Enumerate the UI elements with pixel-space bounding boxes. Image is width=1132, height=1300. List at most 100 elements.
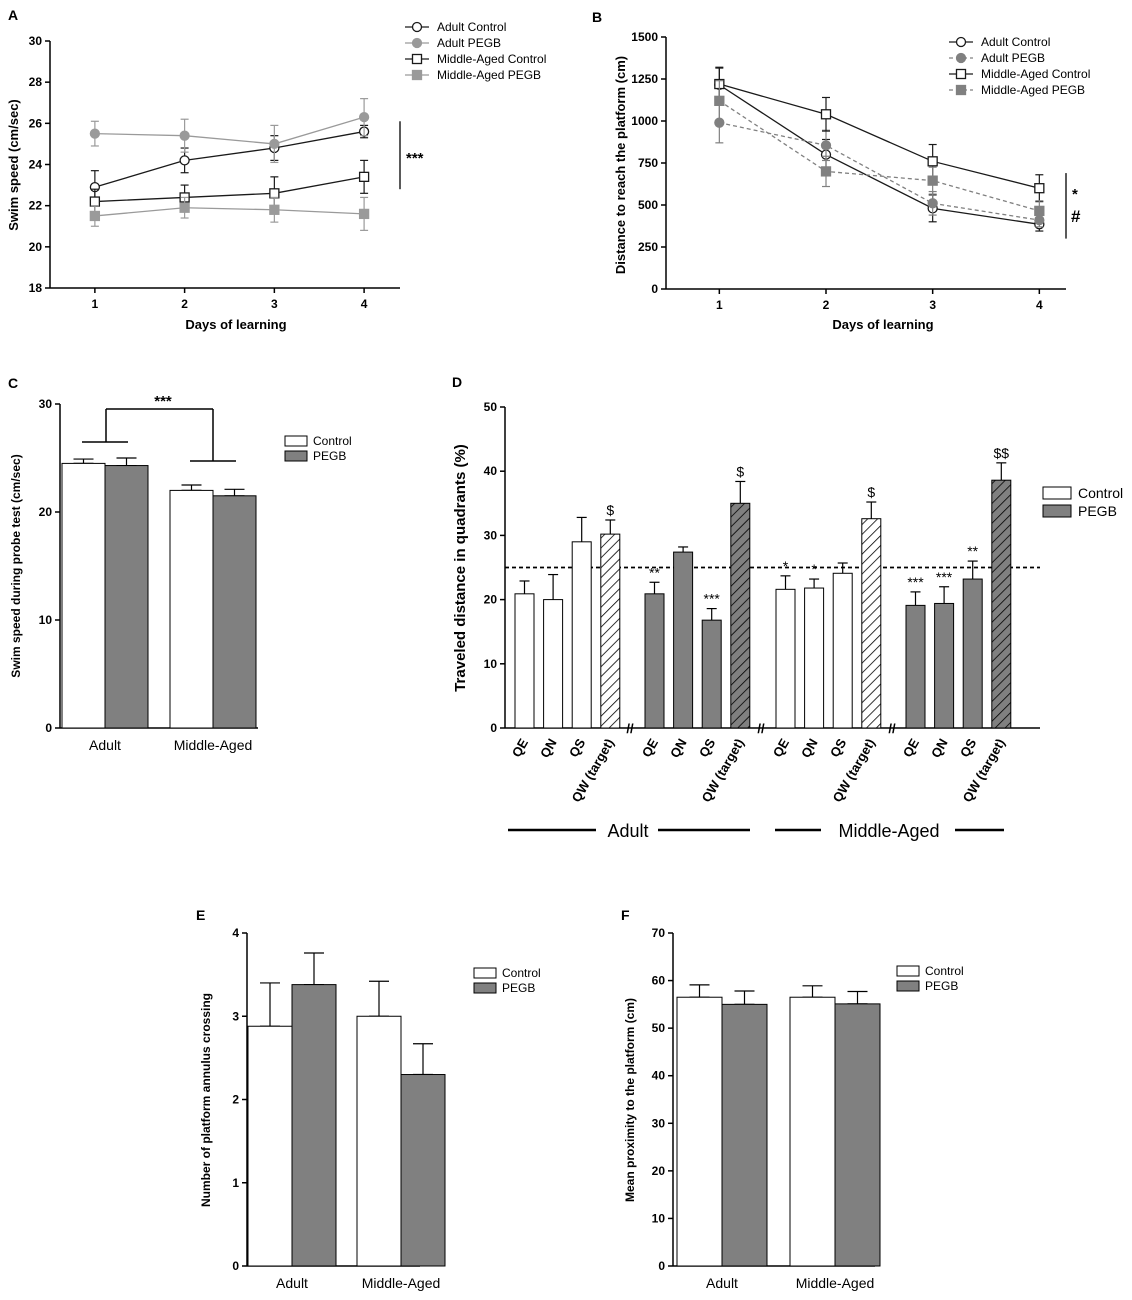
panel-label-f: F [621,907,630,923]
panel-b-series-line-3 [718,100,1040,212]
panel-d-axis-break: // [888,721,896,736]
panel-a-data-point [358,112,370,123]
panel-b-data-point [927,175,938,186]
panel-c-ylabel: Swim speed during probe test (cm/sec) [9,454,23,677]
panel-f-ylabel: Mean proximity to the platform (cm) [623,998,637,1202]
panel-a-data-point [179,130,190,141]
panel-e-bar-pegb [291,984,337,1267]
panel-d-y-tick-label: 10 [484,657,498,671]
panel-f-y-tick-label: 70 [652,926,666,940]
panel-a-ylabel: Swim speed (cm/sec) [6,99,21,231]
panel-label-e: E [196,907,205,923]
panel-e-y-tick-label: 2 [232,1093,239,1107]
panel-f-category-label: Adult [706,1275,738,1291]
panel-b-data-point [927,156,938,167]
panel-b-legend-label: Adult PEGB [981,51,1045,65]
panel-d-category-label: QE [639,736,662,760]
panel-d-category-label: QN [537,736,560,760]
panel-a-y-tick-label: 22 [29,199,43,213]
panel-b-y-tick-label: 1250 [631,72,658,86]
panel-d-y-tick-label: 40 [484,464,498,478]
panel-d-axis-break: // [757,721,765,736]
panel-a-legend-label: Middle-Aged PEGB [437,68,541,82]
panel-label-b: B [592,9,602,25]
panel-a-y-tick-label: 24 [29,158,43,172]
panel-a-data-point [179,155,190,166]
panel-f-bar-control [676,996,723,1267]
panel-b-series-line-0 [718,84,1040,225]
panel-c-bar-pegb [212,495,257,729]
panel-e-legend-label: PEGB [502,981,535,995]
panel-c-legend-label: PEGB [313,449,346,463]
panel-f-y-tick-label: 50 [652,1021,666,1035]
panel-d-significance: $ [736,463,744,479]
panel-e-y-tick-label: 0 [232,1259,239,1273]
panel-a-x-tick-label: 2 [181,297,188,311]
panel-b-y-tick-label: 250 [638,240,658,254]
panel-f-legend-label: Control [925,964,964,978]
panel-d-significance: *** [907,574,924,590]
panel-d-category-label: QS [827,736,850,760]
panel-d-category-label: QN [667,736,690,760]
panel-c-y-tick-label: 20 [39,505,53,519]
panel-b-x-tick-label: 3 [929,298,936,312]
panel-e-bar-control [247,1025,293,1267]
panel-b-series-line-1 [719,122,1040,221]
panel-d-bar [962,578,983,729]
panel-c-category-label: Middle-Aged [174,737,253,753]
panel-label-d: D [452,374,462,390]
panel-c-category-label: Adult [89,737,121,753]
panel-a-legend-label: Adult PEGB [437,36,501,50]
panel-f-legend-swatch [896,980,920,992]
panel-d-legend-swatch [1042,504,1072,518]
panel-e-category-label: Middle-Aged [362,1275,441,1291]
panel-a-series-line-0 [94,130,365,188]
panel-d-significance: *** [704,591,721,607]
panel-a-xlabel: Days of learning [185,317,286,332]
panel-e-y-tick-label: 4 [232,926,239,940]
panel-f-y-tick-label: 40 [652,1069,666,1083]
panel-d-bar [701,619,722,729]
panel-b-data-point [820,166,832,177]
panel-d-bar [832,572,853,729]
panel-a-y-tick-label: 30 [29,34,43,48]
panel-b-significance-star: * [1072,186,1078,203]
panel-d-y-tick-label: 50 [484,400,498,414]
panel-a-y-tick-label: 28 [29,75,43,89]
panel-f-bar-control [789,996,836,1267]
panel-d-category-label: QE [509,736,532,760]
panel-d-bar [600,533,621,729]
panel-a-y-tick-label: 20 [29,240,43,254]
panel-b-ylabel: Distance to reach the platform (cm) [613,56,628,274]
panel-d-significance: $ [867,484,875,500]
panel-b-legend-label: Adult Control [981,35,1050,49]
panel-e-category-label: Adult [276,1275,308,1291]
panel-d-axis-break: // [626,721,634,736]
panel-c-significance: *** [154,393,172,410]
panel-b-x-tick-label: 2 [823,298,830,312]
panel-d-category-label: QS [957,736,980,760]
panel-b-legend-marker [955,36,967,48]
panel-d-bar [861,518,882,729]
panel-a-data-point [269,188,280,199]
panel-b-significance-hash: # [1071,207,1081,226]
panel-label-a: A [8,7,18,23]
panel-d-bar [543,599,564,729]
panel-b-legend-label: Middle-Aged Control [981,67,1090,81]
panel-f-y-tick-label: 0 [658,1259,665,1273]
panel-b-y-tick-label: 1000 [631,114,658,128]
panel-d-significance: $$ [994,445,1010,461]
panel-f-y-tick-label: 10 [652,1211,666,1225]
panel-d-y-tick-label: 0 [490,721,497,735]
panel-f-legend-swatch [896,965,920,977]
panel-f-y-tick-label: 30 [652,1116,666,1130]
panel-d-bar [804,587,825,729]
panel-a-data-point [89,210,101,222]
panel-b-y-tick-label: 0 [651,282,658,296]
panel-a-series-line-1 [94,116,365,145]
panel-d-category-label: QN [798,736,821,760]
panel-d-bar [775,588,796,729]
panel-a-data-point [269,138,280,150]
panel-a-legend-marker [411,53,423,65]
panel-b-series-line-2 [719,83,1040,189]
